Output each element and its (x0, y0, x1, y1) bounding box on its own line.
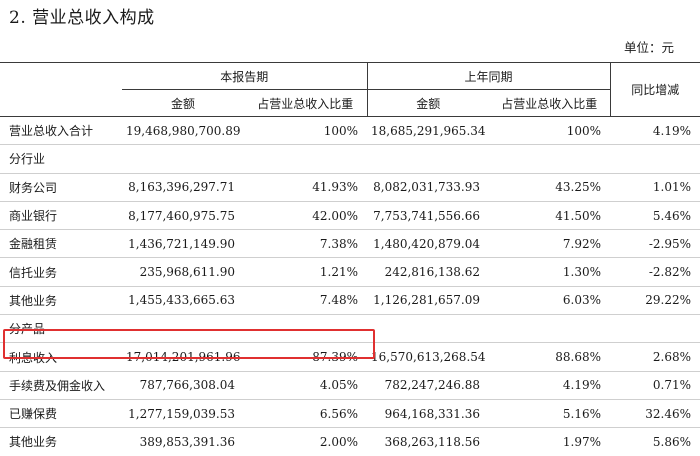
current-amount-cell: 17,014,201,961.96 (122, 342, 244, 372)
prior-share-cell: 43.25% (489, 173, 611, 202)
header-prior-amount: 金额 (366, 89, 490, 117)
table-row: 信托业务 235,968,611.90 1.21% 242,816,138.62 1.3… (0, 257, 700, 287)
yoy-cell: 2.68% (610, 342, 700, 372)
row-label: 财务公司 (0, 173, 122, 202)
table-row: 金融租赁 1,436,721,149.90 7.38% 1,480,420,879.0… (0, 229, 700, 259)
prior-amount-cell: 7,753,741,556.66 (367, 201, 490, 231)
current-share-cell: 41.93% (244, 173, 368, 202)
row-label: 金融租赁 (0, 229, 122, 259)
header-current-amount: 金额 (122, 89, 244, 117)
table-row: 已赚保费 1,277,159,039.53 6.56% 964,168,331.36 5… (0, 399, 700, 429)
current-amount-cell: 235,968,611.90 (122, 257, 244, 287)
header-yoy: 同比增减 (609, 62, 700, 117)
header-prior-share: 占营业总收入比重 (489, 89, 611, 117)
table-row: 利息收入 17,014,201,961.96 87.39% 16,570,613,26… (0, 342, 700, 372)
prior-share-cell: 41.50% (489, 201, 611, 231)
yoy-cell: 4.19% (610, 116, 700, 146)
prior-share-cell: 1.30% (489, 257, 611, 287)
header-blank-2 (0, 89, 122, 117)
current-share-cell: 42.00% (244, 201, 368, 231)
prior-amount-cell: 1,126,281,657.09 (367, 286, 490, 316)
row-label: 其他业务 (0, 286, 122, 316)
current-share-cell (244, 314, 368, 344)
row-label: 利息收入 (0, 342, 122, 372)
prior-amount-cell: 16,570,613,268.54 (367, 342, 490, 372)
prior-share-cell: 5.16% (489, 399, 611, 429)
current-share-cell: 7.48% (244, 286, 368, 316)
yoy-cell: 32.46% (610, 399, 700, 429)
row-label: 分行业 (0, 144, 122, 174)
current-share-cell (244, 144, 368, 174)
table-row: 分行业 (0, 144, 700, 174)
current-amount-cell (122, 314, 244, 344)
table-row: 分产品 (0, 314, 700, 344)
table-header: 本报告期 上年同期 同比增减 金额 占营业总收入比重 金额 占营业总收入比重 (0, 62, 700, 117)
header-current-period: 本报告期 (122, 62, 368, 90)
current-share-cell: 4.05% (244, 371, 368, 400)
prior-share-cell: 6.03% (489, 286, 611, 316)
current-share-cell: 100% (244, 116, 368, 146)
section-heading: 2. 营业总收入构成 (9, 8, 155, 28)
header-current-share: 占营业总收入比重 (244, 89, 368, 117)
table-body: 营业总收入合计 19,468,980,700.89 100% 18,685,291,9… (0, 116, 700, 456)
prior-amount-cell (367, 314, 490, 344)
prior-amount-cell: 18,685,291,965.34 (367, 116, 490, 146)
yoy-cell: 29.22% (610, 286, 700, 316)
row-label: 已赚保费 (0, 399, 122, 429)
table-row: 商业银行 8,177,460,975.75 42.00% 7,753,741,556.… (0, 201, 700, 231)
yoy-cell (610, 144, 700, 174)
yoy-cell: 5.46% (610, 201, 700, 231)
prior-amount-cell: 1,480,420,879.04 (367, 229, 490, 259)
prior-amount-cell: 242,816,138.62 (367, 257, 490, 287)
prior-amount-cell (367, 144, 490, 174)
row-label: 手续费及佣金收入 (0, 371, 122, 400)
yoy-cell: -2.95% (610, 229, 700, 259)
prior-amount-cell: 964,168,331.36 (367, 399, 490, 429)
header-prior-period: 上年同期 (366, 62, 611, 90)
prior-share-cell: 7.92% (489, 229, 611, 259)
current-amount-cell: 1,436,721,149.90 (122, 229, 244, 259)
current-share-cell: 87.39% (244, 342, 368, 372)
yoy-cell: 1.01% (610, 173, 700, 202)
current-amount-cell (122, 144, 244, 174)
prior-share-cell: 88.68% (489, 342, 611, 372)
current-amount-cell: 8,163,396,297.71 (122, 173, 244, 202)
unit-label: 单位：元 (623, 40, 674, 55)
prior-share-cell (489, 314, 611, 344)
yoy-cell (610, 314, 700, 344)
table-row: 手续费及佣金收入 787,766,308.04 4.05% 782,247,246.8… (0, 371, 700, 400)
table-row: 其他业务 1,455,433,665.63 7.48% 1,126,281,657.0… (0, 286, 700, 316)
current-amount-cell: 1,455,433,665.63 (122, 286, 244, 316)
current-share-cell: 6.56% (244, 399, 368, 429)
table-row: 营业总收入合计 19,468,980,700.89 100% 18,685,291,9… (0, 116, 700, 146)
row-label: 营业总收入合计 (0, 116, 122, 146)
prior-share-cell: 100% (489, 116, 611, 146)
current-amount-cell: 8,177,460,975.75 (122, 201, 244, 231)
current-share-cell: 1.21% (244, 257, 368, 287)
row-label: 商业银行 (0, 201, 122, 231)
yoy-cell: 0.71% (610, 371, 700, 400)
current-share-cell: 7.38% (244, 229, 368, 259)
row-label: 分产品 (0, 314, 122, 344)
revenue-composition-table: 本报告期 上年同期 同比增减 金额 占营业总收入比重 金额 占营业总收入比重 营… (0, 62, 700, 456)
current-amount-cell: 1,277,159,039.53 (122, 399, 244, 429)
table-row: 财务公司 8,163,396,297.71 41.93% 8,082,031,733.… (0, 173, 700, 202)
current-amount-cell: 787,766,308.04 (122, 371, 244, 400)
row-label: 信托业务 (0, 257, 122, 287)
prior-share-cell: 4.19% (489, 371, 611, 400)
prior-amount-cell: 8,082,031,733.93 (367, 173, 490, 202)
prior-amount-cell: 782,247,246.88 (367, 371, 490, 400)
prior-share-cell (489, 144, 611, 174)
yoy-cell: -2.82% (610, 257, 700, 287)
header-blank (0, 62, 122, 90)
current-amount-cell: 19,468,980,700.89 (122, 116, 244, 146)
